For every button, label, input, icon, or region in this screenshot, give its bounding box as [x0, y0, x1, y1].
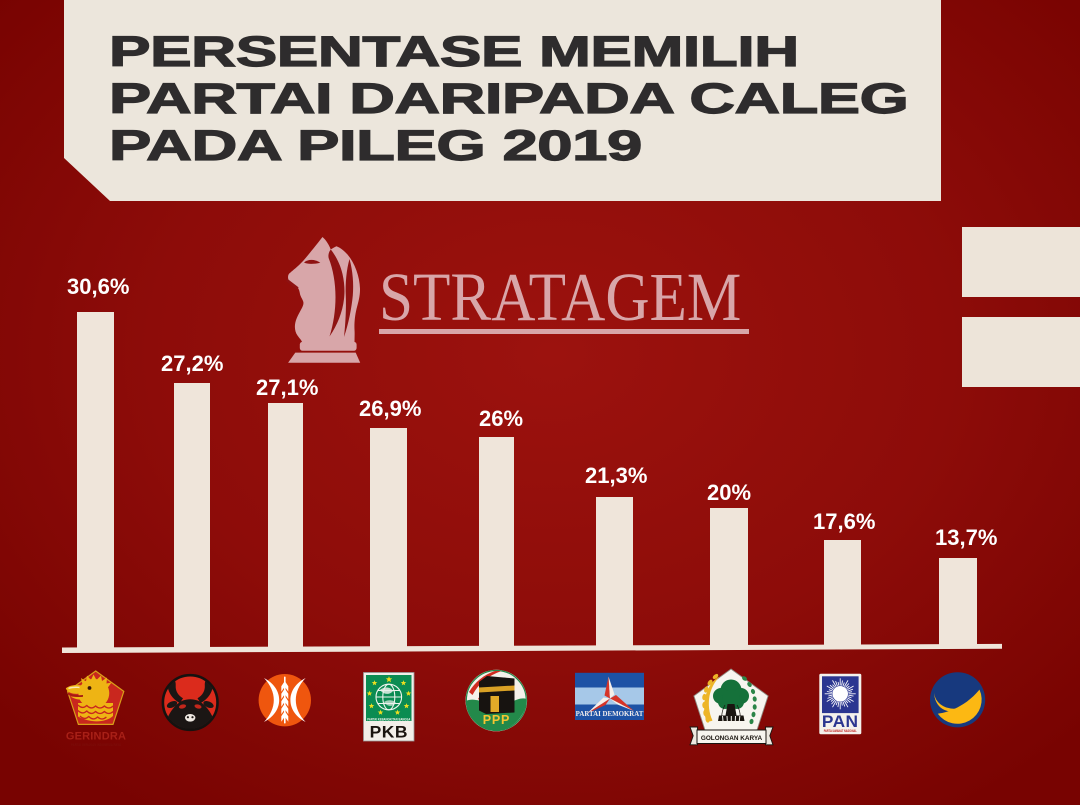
svg-text:PARTAI GERAKAN INDONESIA RAYA: PARTAI GERAKAN INDONESIA RAYA	[71, 743, 121, 747]
svg-text:GOLONGAN KARYA: GOLONGAN KARYA	[701, 735, 763, 742]
svg-text:PKB: PKB	[370, 723, 408, 742]
svg-text:PARTAI KEBANGKITAN BANGSA: PARTAI KEBANGKITAN BANGSA	[367, 717, 410, 721]
svg-text:GERINDRA: GERINDRA	[66, 731, 126, 743]
svg-text:PAN: PAN	[822, 712, 859, 731]
svg-text:PPP: PPP	[483, 713, 510, 727]
svg-text:PARTAI AMANAT NASIONAL: PARTAI AMANAT NASIONAL	[824, 729, 857, 733]
svg-text:PARTAI DEMOKRAT: PARTAI DEMOKRAT	[576, 711, 644, 718]
